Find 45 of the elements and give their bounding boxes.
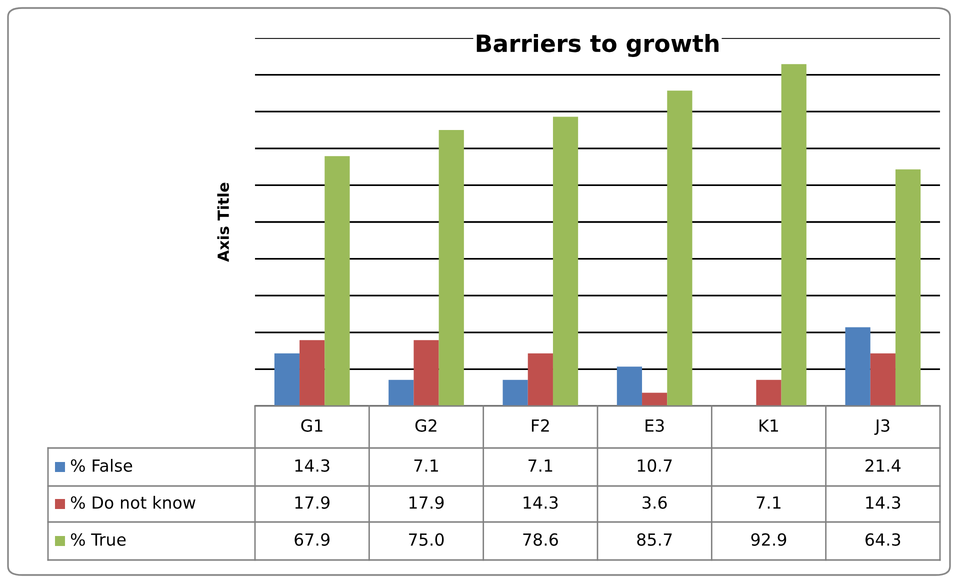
bar: [414, 340, 439, 406]
data-label: 14.3: [524, 496, 558, 509]
data-label: 14.3: [295, 459, 330, 472]
data-label: 10.7: [638, 459, 672, 472]
x-tick-label: G1: [301, 419, 322, 432]
data-label: 7.1: [528, 459, 552, 472]
bar: [274, 353, 300, 406]
bar: [502, 380, 528, 406]
bar: [438, 130, 464, 406]
data-label: 17.9: [410, 496, 444, 509]
bar: [642, 392, 668, 406]
x-tick-label: G2: [415, 419, 436, 432]
bar: [528, 353, 553, 406]
bar: [870, 353, 896, 406]
x-tick-label: J3: [874, 419, 890, 435]
data-label: 64.3: [866, 533, 900, 546]
bar: [845, 327, 870, 406]
bar: [552, 116, 578, 406]
bar: [895, 169, 921, 406]
chart-title: Barriers to growth: [476, 34, 718, 57]
data-label: 3.6: [642, 496, 667, 509]
data-label: 92.9: [751, 533, 786, 546]
data-label: 14.3: [866, 496, 900, 509]
data-label: 7.1: [414, 459, 438, 472]
bar: [756, 380, 782, 406]
data-label: 21.4: [866, 459, 901, 472]
bar: [324, 156, 350, 406]
legend-label: % Do not know: [70, 496, 196, 509]
bar: [781, 64, 806, 406]
legend-label: % True: [70, 533, 126, 546]
bar: [667, 90, 692, 406]
x-tick-label: F2: [532, 419, 549, 432]
bar: [300, 340, 325, 406]
y-axis-title: Axis Title: [217, 182, 230, 262]
data-label: 17.9: [295, 496, 330, 509]
bar: [616, 366, 642, 406]
data-label: 85.7: [637, 533, 672, 546]
data-label: 78.6: [523, 533, 558, 546]
data-label: 7.1: [756, 496, 780, 509]
bar: [388, 380, 414, 406]
legend-label: % False: [70, 458, 132, 472]
data-label: 75.0: [409, 533, 444, 546]
x-tick-label: E3: [646, 419, 664, 432]
data-label: 67.9: [294, 533, 330, 546]
x-tick-label: K1: [760, 419, 778, 432]
